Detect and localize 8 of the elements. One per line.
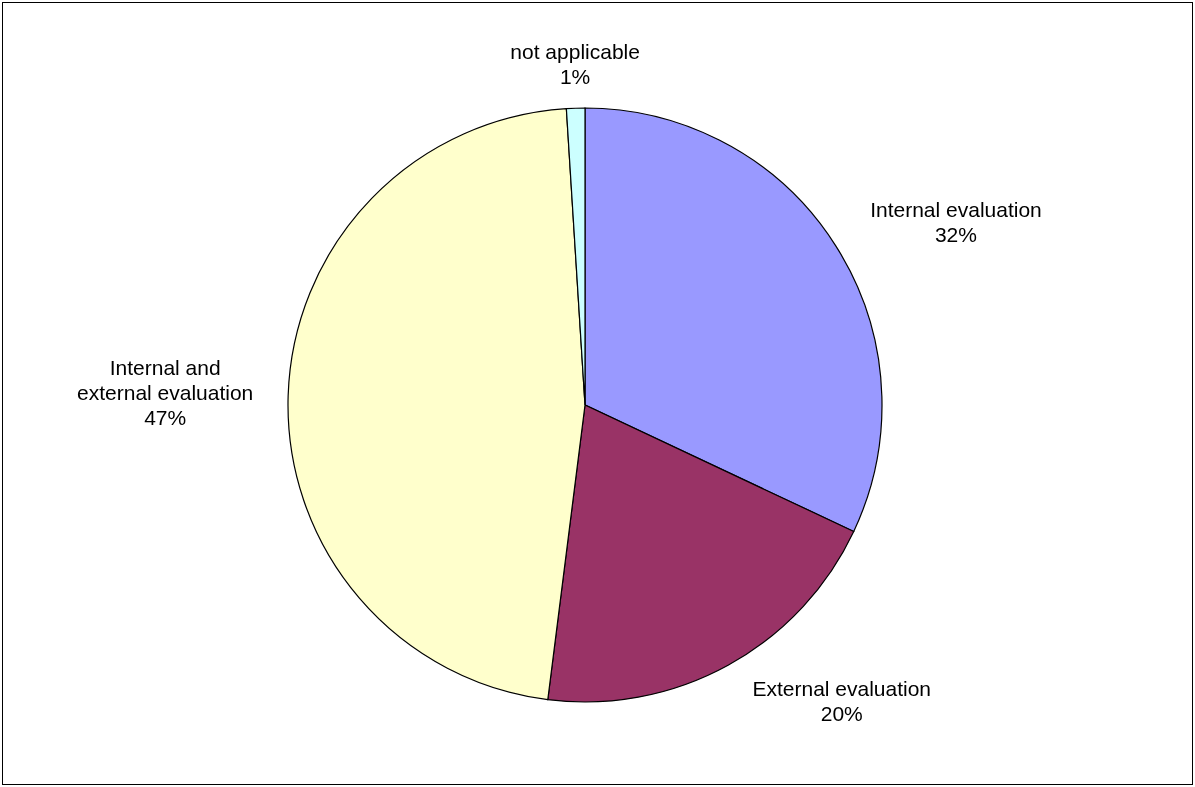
slice-label: External evaluation xyxy=(752,676,932,700)
slice-label: Internal and external evaluation xyxy=(77,355,254,404)
data-label: 20% xyxy=(820,701,863,725)
slice-label: Internal evaluation xyxy=(870,197,1042,221)
slice-label: not applicable xyxy=(510,39,640,63)
data-label: 1% xyxy=(559,64,591,88)
data-label: 32% xyxy=(934,222,977,246)
data-label: 47% xyxy=(144,405,187,429)
